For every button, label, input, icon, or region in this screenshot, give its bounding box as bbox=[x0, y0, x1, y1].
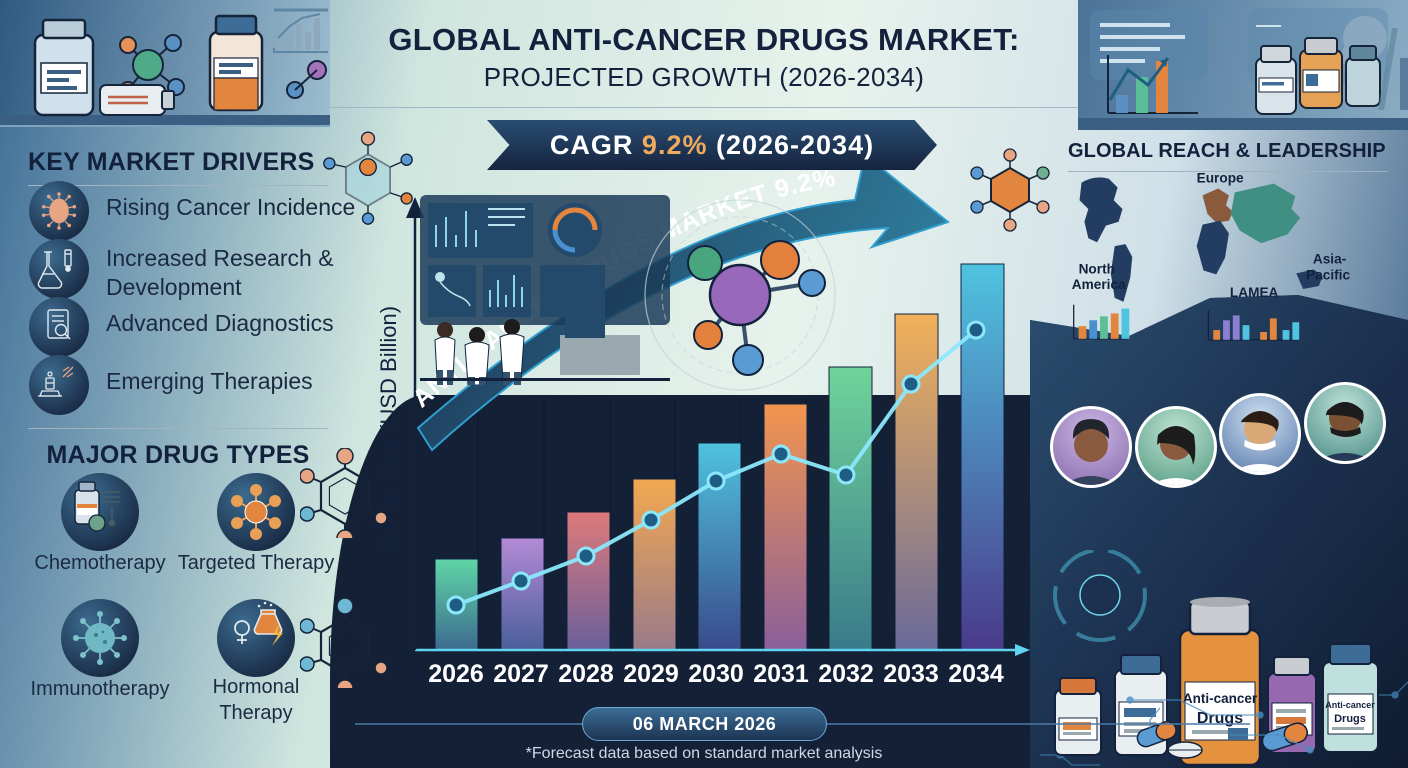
svg-text:Pacific: Pacific bbox=[1306, 267, 1350, 282]
svg-text:Asia-: Asia- bbox=[1313, 252, 1346, 267]
svg-text:LAMEA: LAMEA bbox=[1230, 285, 1279, 300]
svg-text:Europe: Europe bbox=[1197, 171, 1244, 186]
svg-text:America: America bbox=[1072, 277, 1126, 292]
svg-text:North: North bbox=[1079, 261, 1115, 276]
